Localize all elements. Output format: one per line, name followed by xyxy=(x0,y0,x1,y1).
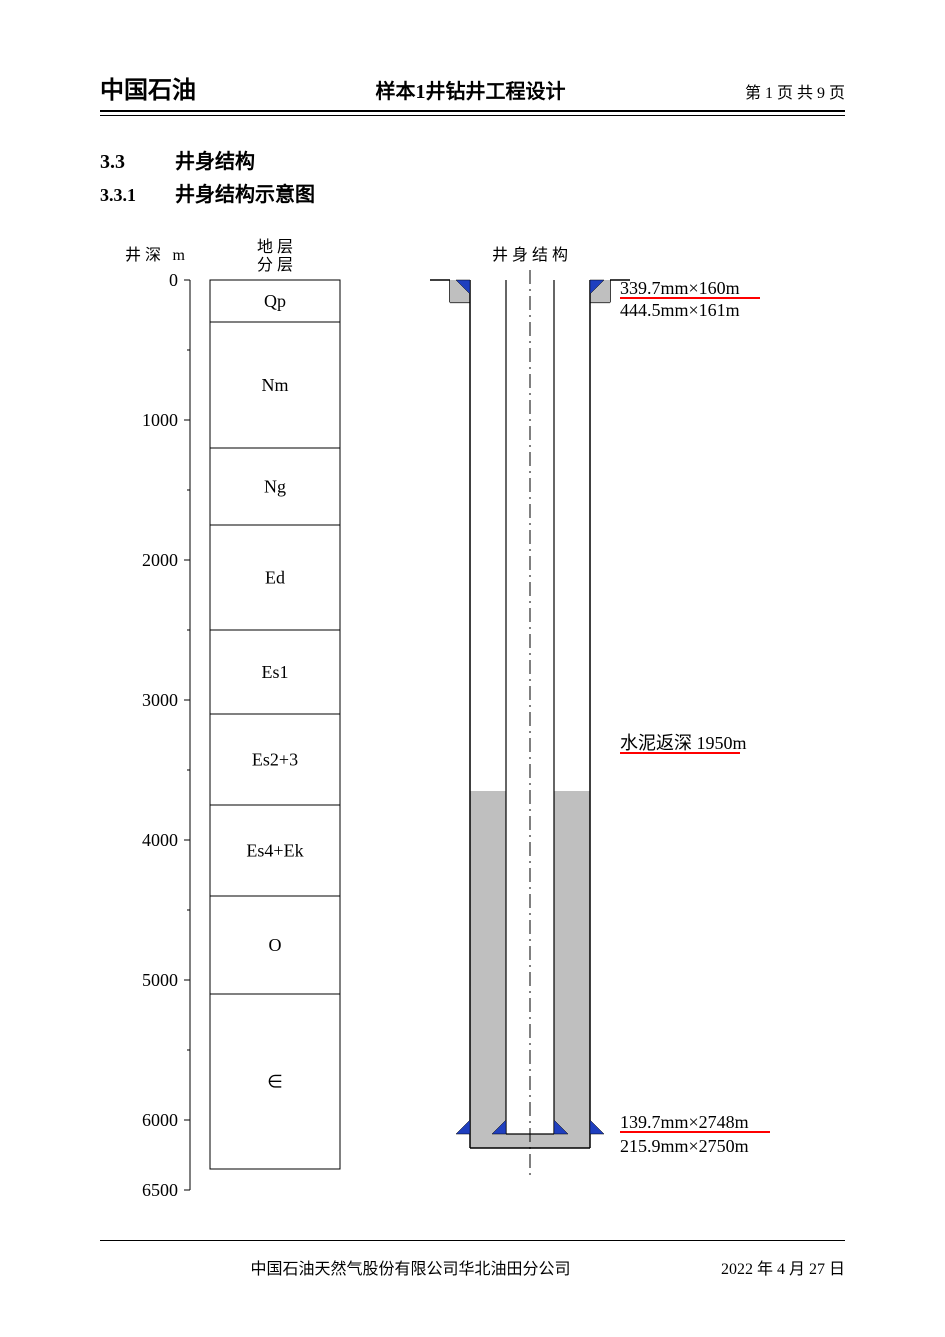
strata-label: ∈ xyxy=(267,1072,283,1092)
strata-label: Qp xyxy=(264,291,286,311)
strata-label: Ng xyxy=(264,477,286,497)
depth-tick-label: 6000 xyxy=(142,1110,178,1130)
section-title-1: 井身结构 xyxy=(175,151,255,173)
depth-tick-label: 5000 xyxy=(142,970,178,990)
label-cement-return: 水泥返深 1950m xyxy=(620,733,747,753)
section-title-2: 井身结构示意图 xyxy=(175,184,315,206)
label-prod-hole: 215.9mm×2750m xyxy=(620,1136,749,1156)
shoe-marker-icon xyxy=(590,1120,604,1134)
shoe-marker-icon xyxy=(456,1120,470,1134)
depth-tick-label: 2000 xyxy=(142,550,178,570)
label-prod-casing: 139.7mm×2748m xyxy=(620,1112,749,1132)
label-surface-hole: 444.5mm×161m xyxy=(620,300,740,320)
footer-org: 中国石油天然气股份有限公司华北油田分公司 xyxy=(100,1255,721,1279)
wellbore-svg: 井 深 m 地 层分 层 井 身 结 构 0 1000 2000 3000 4000 5000 60… xyxy=(100,230,860,1230)
col-depth-unit: m xyxy=(173,247,186,264)
strata-label: Ed xyxy=(265,568,285,588)
header-rule xyxy=(100,110,845,112)
footer-rule xyxy=(100,1240,845,1241)
section-num-2: 3.3.1 xyxy=(100,185,170,206)
strata-label: Es4+Ek xyxy=(246,841,303,861)
strata-label: Es2+3 xyxy=(252,750,298,770)
depth-tick-label: 6500 xyxy=(142,1180,178,1200)
depth-tick-label: 3000 xyxy=(142,690,178,710)
page-footer: 中国石油天然气股份有限公司华北油田分公司 2022 年 4 月 27 日 xyxy=(100,1255,845,1279)
cement-left xyxy=(470,791,506,1148)
company-name: 中国石油 xyxy=(100,70,196,105)
strata-label: O xyxy=(269,935,282,955)
strata-label: Es1 xyxy=(262,662,289,682)
label-surface-casing: 339.7mm×160m xyxy=(620,278,740,298)
depth-tick-label: 4000 xyxy=(142,830,178,850)
cement-right xyxy=(554,791,590,1148)
wellbore-diagram: 井 深 m 地 层分 层 井 身 结 构 0 1000 2000 3000 4000 5000 60… xyxy=(100,230,860,1230)
depth-tick-label: 0 xyxy=(169,270,178,290)
page-header: 中国石油 样本1井钻井工程设计 第 1 页 共 9 页 xyxy=(100,70,845,105)
col-depth: 井 深 xyxy=(125,246,161,264)
depth-tick-label: 1000 xyxy=(142,410,178,430)
page-number: 第 1 页 共 9 页 xyxy=(745,79,845,103)
doc-title: 样本1井钻井工程设计 xyxy=(375,75,565,104)
col-strata-bot: 分 层 xyxy=(257,256,293,274)
col-strata-top: 地 层 xyxy=(257,238,293,256)
strata-label: Nm xyxy=(262,375,289,395)
col-well: 井 身 结 构 xyxy=(492,246,568,264)
section-num-1: 3.3 xyxy=(100,151,170,174)
section-headings: 3.3 井身结构 3.3.1 井身结构示意图 xyxy=(100,145,315,207)
footer-date: 2022 年 4 月 27 日 xyxy=(721,1255,845,1279)
